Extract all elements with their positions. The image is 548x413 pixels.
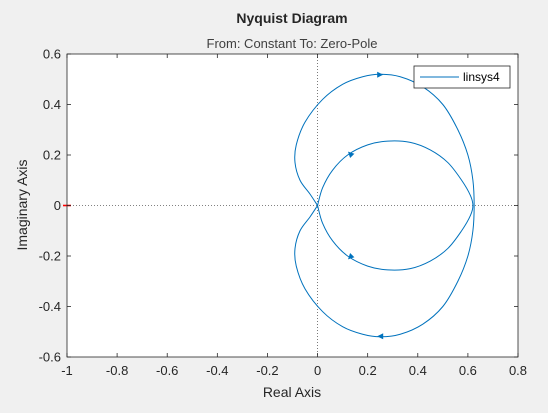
legend[interactable]: linsys4 xyxy=(413,65,511,89)
x-axis-label: Real Axis xyxy=(263,384,321,400)
series-linsys4-inner-loop[interactable] xyxy=(317,140,474,271)
y-tick-label: -0.6 xyxy=(39,350,61,365)
y-tick-label: -0.4 xyxy=(39,299,61,314)
x-tick-label: -0.6 xyxy=(156,363,178,378)
y-tick-label: -0.2 xyxy=(39,249,61,264)
direction-arrow-0 xyxy=(377,71,384,78)
chart-subtitle: From: Constant To: Zero-Pole xyxy=(207,36,378,51)
x-tick-label: -0.4 xyxy=(206,363,228,378)
x-tick-label: 0 xyxy=(314,363,321,378)
x-tick-labels: -1 -0.8 -0.6 -0.4 -0.2 0 0.2 0.4 0.6 0.8 xyxy=(61,363,527,378)
y-tick-label: 0 xyxy=(54,198,61,213)
x-tick-label: 0.2 xyxy=(359,363,377,378)
x-tick-label: -0.2 xyxy=(256,363,278,378)
series-linsys4-outer-loop[interactable] xyxy=(294,73,475,338)
x-tick-label: -1 xyxy=(61,363,73,378)
y-tick-label: 0.6 xyxy=(43,47,61,62)
curves xyxy=(294,73,475,338)
y-axis-label: Imaginary Axis xyxy=(14,159,30,250)
direction-arrow-2 xyxy=(348,151,355,158)
legend-box xyxy=(413,65,511,89)
direction-arrows xyxy=(348,71,384,340)
x-tick-label: -0.8 xyxy=(106,363,128,378)
x-tick-label: 0.6 xyxy=(459,363,477,378)
x-tick-label: 0.8 xyxy=(509,363,527,378)
axis-ticks xyxy=(66,53,519,358)
legend-label-linsys4: linsys4 xyxy=(463,70,500,84)
x-tick-label: 0.4 xyxy=(409,363,427,378)
chart-title: Nyquist Diagram xyxy=(236,10,347,26)
y-tick-label: 0.4 xyxy=(43,97,61,112)
y-tick-labels: -0.6 -0.4 -0.2 0 0.2 0.4 0.6 xyxy=(39,47,61,365)
y-tick-label: 0.2 xyxy=(43,148,61,163)
direction-arrow-3 xyxy=(348,253,355,260)
direction-arrow-1 xyxy=(377,333,384,340)
